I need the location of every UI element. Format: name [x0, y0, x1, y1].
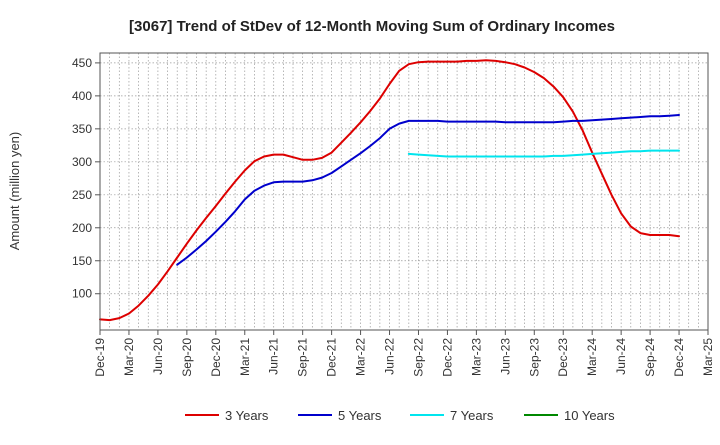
series-lines [99, 59, 680, 322]
x-tick-label: Dec-19 [93, 338, 107, 377]
x-tick-label: Dec-21 [325, 338, 339, 377]
x-tick-label: Sep-20 [180, 338, 194, 377]
y-tick-label: 300 [72, 155, 92, 169]
x-tick-label: Dec-24 [672, 338, 686, 377]
legend-label: 7 Years [450, 408, 494, 423]
y-tick-label: 350 [72, 122, 92, 136]
x-tick-label: Sep-23 [527, 338, 541, 377]
x-tick-label: Mar-22 [354, 338, 368, 376]
y-tick-label: 150 [72, 254, 92, 268]
series-line-7-years [407, 149, 680, 158]
legend-label: 10 Years [564, 408, 615, 423]
y-tick-label: 100 [72, 287, 92, 301]
x-tick-label: Mar-20 [122, 338, 136, 376]
y-axis-ticks: 100 150 200 250 300 350 400 450 [72, 56, 100, 301]
y-tick-label: 450 [72, 56, 92, 70]
x-tick-label: Sep-21 [296, 338, 310, 377]
x-tick-label: Dec-20 [209, 338, 223, 377]
x-axis-ticks: Dec-19 Mar-20 Jun-20 Sep-20 Dec-20 Mar-21 Jun-… [93, 330, 715, 377]
y-axis-label: Amount (million yen) [7, 132, 22, 251]
x-tick-label: Dec-22 [440, 338, 454, 377]
legend: 3 Years 5 Years 7 Years 10 Years [185, 408, 615, 423]
x-tick-label: Jun-21 [267, 338, 281, 375]
x-tick-label: Jun-22 [383, 338, 397, 375]
x-tick-label: Jun-23 [498, 338, 512, 375]
x-tick-label: Sep-22 [411, 338, 425, 377]
legend-label: 3 Years [225, 408, 269, 423]
x-tick-label: Jun-24 [614, 338, 628, 375]
x-tick-label: Sep-24 [643, 338, 657, 377]
x-tick-label: Mar-25 [701, 338, 715, 376]
x-tick-label: Mar-23 [469, 338, 483, 376]
x-tick-label: Mar-24 [585, 338, 599, 376]
grid-lines [100, 53, 708, 330]
x-tick-label: Jun-20 [151, 338, 165, 375]
plot-area-frame [99, 52, 709, 331]
series-line-5-years [176, 114, 680, 266]
legend-label: 5 Years [338, 408, 382, 423]
series-line-3-years [99, 59, 680, 322]
y-tick-label: 250 [72, 188, 92, 202]
y-tick-label: 400 [72, 89, 92, 103]
x-tick-label: Mar-21 [238, 338, 252, 376]
chart-title: [3067] Trend of StDev of 12-Month Moving… [129, 18, 615, 35]
y-tick-label: 200 [72, 221, 92, 235]
x-tick-label: Dec-23 [556, 338, 570, 377]
